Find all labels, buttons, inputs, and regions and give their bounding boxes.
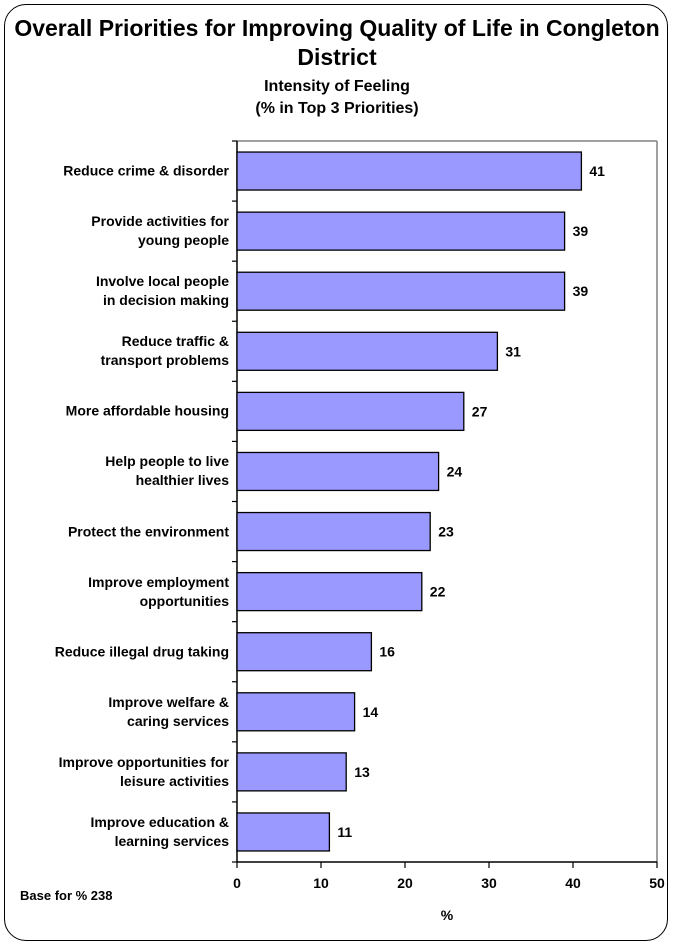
- bar-9: [236, 632, 373, 672]
- category-label-line: caring services: [127, 712, 229, 729]
- x-tick-label: 10: [313, 875, 329, 891]
- bar-value-label: 23: [438, 524, 454, 540]
- x-tick-label: 50: [649, 875, 665, 891]
- bar-5: [236, 391, 465, 432]
- bar-value-label: 22: [430, 584, 446, 600]
- bar-6: [236, 451, 440, 492]
- category-label: Involve local people in decision making: [0, 272, 229, 310]
- x-tick-label: 20: [397, 875, 413, 891]
- x-tick-label: 0: [233, 875, 241, 891]
- category-label: Protect the environment: [0, 522, 229, 541]
- bar-value-label: 39: [573, 223, 589, 239]
- bar-2: [236, 211, 566, 251]
- category-label-line: in decision making: [102, 292, 229, 309]
- category-label-line: Reduce illegal drug taking: [54, 643, 229, 660]
- category-label: Reduce illegal drug taking: [0, 642, 229, 661]
- category-label-line: Improve education &: [90, 813, 229, 830]
- bar-3: [236, 271, 566, 311]
- x-tick-label: 40: [565, 875, 581, 891]
- bar-value-label: 14: [363, 704, 379, 720]
- category-label-line: Reduce traffic &: [121, 333, 229, 350]
- category-label-line: Involve local people: [95, 273, 229, 290]
- category-label: Reduce crime & disorder: [0, 162, 229, 181]
- x-axis-title: %: [441, 907, 454, 923]
- bar-8: [236, 571, 423, 612]
- category-label-line: young people: [138, 232, 229, 249]
- chart-subtitle-line-1: Intensity of Feeling: [264, 78, 410, 95]
- category-label-line: Protect the environment: [67, 523, 229, 540]
- category-label: Improve education & learning services: [0, 813, 229, 851]
- category-label-line: Improve welfare &: [108, 693, 229, 710]
- base-note: Base for % 238: [20, 888, 113, 903]
- x-tick-label: 30: [481, 875, 497, 891]
- bar-11: [236, 752, 347, 792]
- category-label: Provide activities for young people: [0, 212, 229, 250]
- bar-value-label: 16: [379, 644, 395, 660]
- category-label-line: leisure activities: [120, 772, 229, 789]
- bar-value-label: 39: [573, 283, 589, 299]
- category-label-line: Help people to live: [105, 453, 229, 470]
- category-label: Improve welfare & caring services: [0, 693, 229, 731]
- chart-subtitle: Intensity of Feeling (% in Top 3 Priorit…: [0, 76, 674, 120]
- bar-7: [236, 511, 431, 552]
- category-label-line: Improve opportunities for: [58, 753, 229, 770]
- bar-10: [236, 692, 356, 732]
- category-label-line: Provide activities for: [91, 213, 229, 230]
- category-label-line: learning services: [114, 832, 229, 849]
- bar-value-label: 11: [337, 824, 352, 840]
- category-label-line: transport problems: [100, 352, 229, 369]
- chart-title: Overall Priorities for Improving Quality…: [0, 14, 674, 72]
- category-label-line: More affordable housing: [65, 402, 229, 419]
- category-label-line: Reduce crime & disorder: [63, 162, 229, 179]
- category-label: Improve opportunities for leisure activit…: [0, 753, 229, 791]
- bar-1: [236, 151, 583, 191]
- category-label-line: opportunities: [139, 592, 229, 609]
- chart-subtitle-line-2: (% in Top 3 Priorities): [255, 100, 419, 117]
- bar-value-label: 13: [354, 764, 370, 780]
- bar-value-label: 24: [447, 463, 463, 479]
- category-label-line: Improve employment: [88, 573, 229, 590]
- bar-value-label: 27: [472, 403, 488, 419]
- category-label: Improve employment opportunities: [0, 573, 229, 611]
- chart-title-text: Overall Priorities for Improving Quality…: [14, 15, 660, 70]
- bar-value-label: 31: [505, 343, 521, 359]
- category-label-line: healthier lives: [135, 472, 229, 489]
- category-label: Help people to live healthier lives: [0, 452, 229, 490]
- category-label: Reduce traffic & transport problems: [0, 332, 229, 370]
- bar-12: [236, 812, 331, 852]
- category-label: More affordable housing: [0, 402, 229, 421]
- bar-value-label: 41: [589, 163, 605, 179]
- bar-4: [236, 331, 499, 371]
